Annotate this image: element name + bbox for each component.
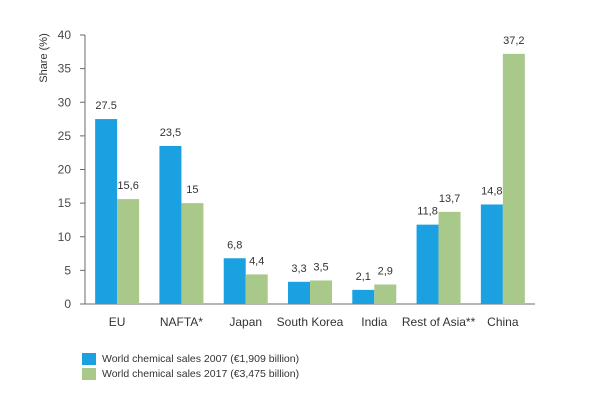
bar-2017 [374,284,397,304]
bar-2007 [159,145,182,304]
bar-2017 [438,211,461,304]
data-label-2007: 2,1 [356,271,371,283]
data-label-2007: 11,8 [417,206,438,218]
legend-swatch-2007 [82,352,96,365]
bar-2007 [95,119,118,304]
bar-2017 [117,199,140,304]
bar-chart: Share (%) 0 5 10 15 20 25 30 35 40 27.5 15,6 23,5 1… [38,28,535,329]
y-tick-label: 35 [58,62,72,76]
y-tick-label: 5 [64,263,71,277]
y-tick-label: 20 [58,163,72,177]
bar-2017 [245,274,268,304]
bar-2007 [480,204,503,304]
y-axis-label: Share (%) [38,33,50,83]
legend-label-2007: World chemical sales 2007 (€1,909 billio… [102,352,300,365]
bar-2007 [352,289,375,304]
data-label-2017: 37,2 [503,35,524,47]
category-label: Rest of Asia** [402,315,476,329]
legend-item-2007: World chemical sales 2007 (€1,909 billio… [82,351,299,366]
y-tick-label: 40 [58,28,72,42]
bar-2007 [288,281,310,304]
bar-2007 [416,224,439,304]
data-label-2017: 2,9 [378,265,393,277]
legend: World chemical sales 2007 (€1,909 billio… [82,351,299,381]
category-label: China [487,315,519,329]
legend-item-2017: World chemical sales 2017 (€3,475 billio… [82,366,299,381]
bar-2007 [223,258,246,304]
category-label: EU [109,315,126,329]
data-label-2017: 4,4 [249,255,264,267]
y-tick-label: 25 [58,129,72,143]
legend-label-2017: World chemical sales 2017 (€3,475 billio… [102,367,300,380]
category-label: Japan [229,315,262,329]
bar-2017 [181,203,204,304]
category-label: India [361,315,387,329]
data-label-2007: 3,3 [291,263,306,275]
data-label-2017: 3,5 [313,261,328,273]
data-label-2017: 13,7 [439,193,460,205]
data-label-2007: 27.5 [95,100,116,112]
category-label: NAFTA* [160,315,203,329]
category-label: South Korea [277,315,344,329]
legend-swatch-2017 [82,367,96,380]
data-label-2007: 14,8 [481,185,502,197]
bar-2017 [502,53,525,304]
data-label-2007: 6,8 [227,239,242,251]
data-label-2017: 15 [186,184,198,196]
data-label-2007: 23,5 [160,127,181,139]
data-label-2017: 15,6 [117,180,138,192]
y-tick-label: 30 [58,95,72,109]
y-tick-label: 10 [58,230,72,244]
y-tick-label: 15 [58,196,72,210]
bar-2017 [310,280,332,304]
y-tick-label: 0 [64,297,71,311]
